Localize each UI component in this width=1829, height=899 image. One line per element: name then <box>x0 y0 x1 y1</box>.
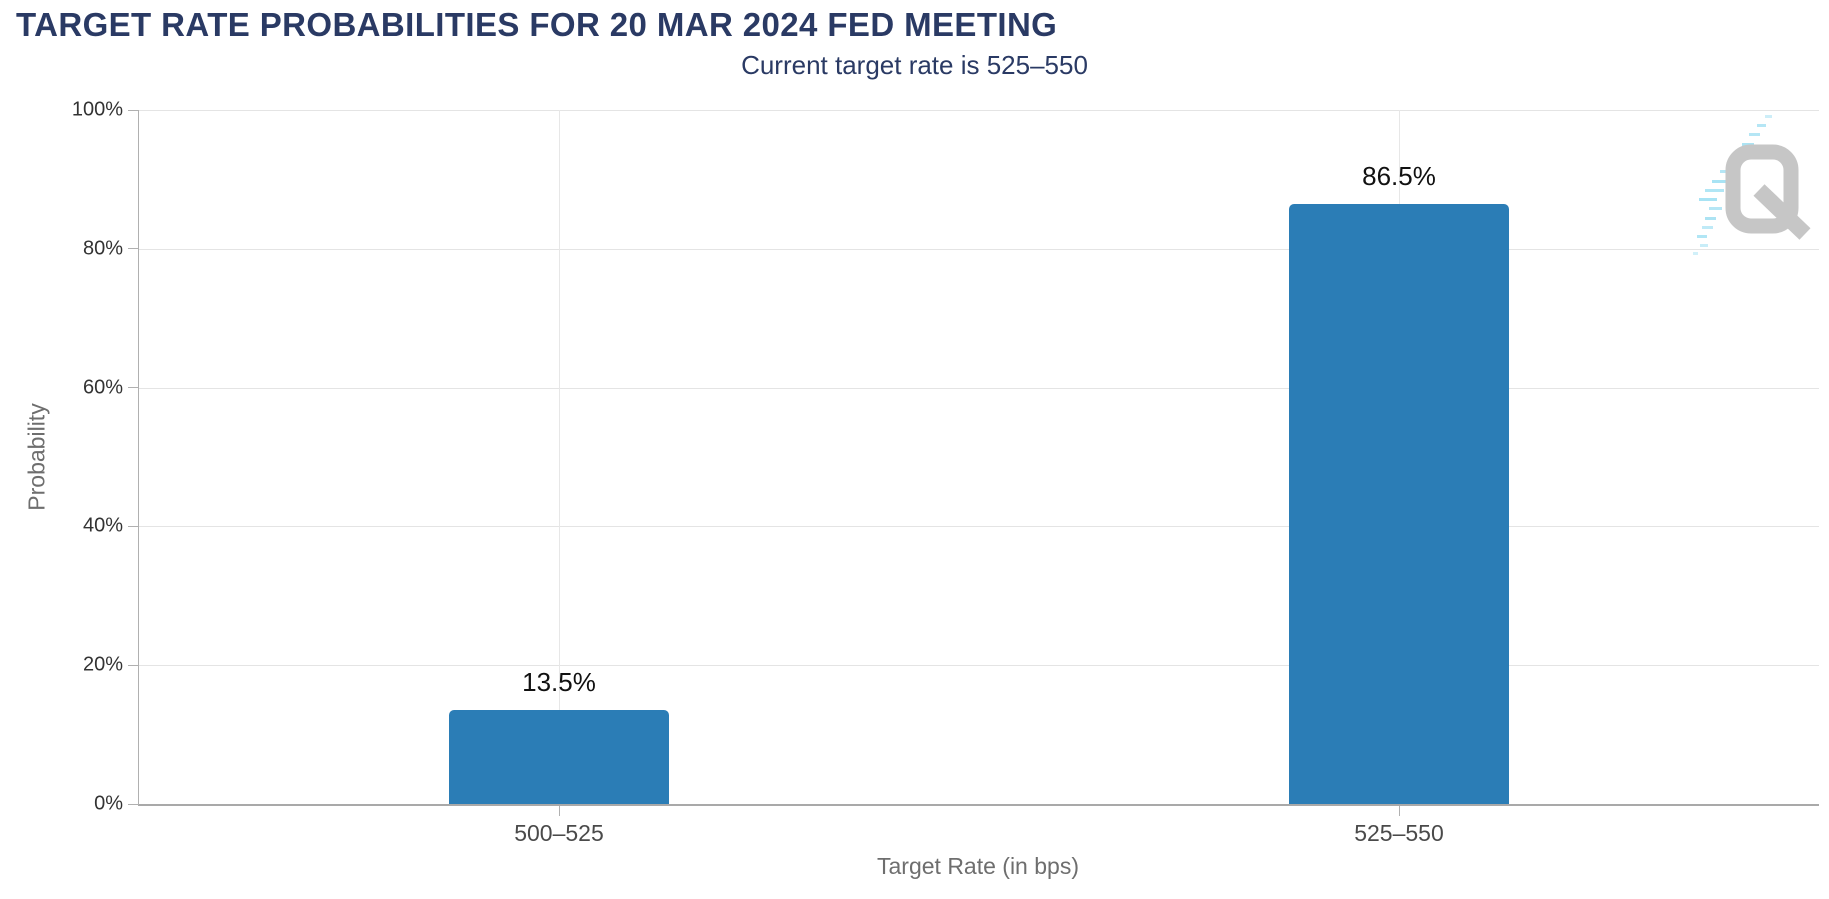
y-axis-tick <box>128 664 139 666</box>
x-axis-tick <box>559 806 560 816</box>
y-tick-label: 60% <box>82 376 123 399</box>
x-axis-title: Target Rate (in bps) <box>877 853 1079 879</box>
y-axis-tick <box>128 803 139 805</box>
x-tick-label: 525–550 <box>1354 820 1444 846</box>
y-tick-label: 0% <box>94 792 123 815</box>
bar-500–525[interactable] <box>449 710 669 804</box>
y-tick-label: 40% <box>82 514 123 537</box>
y-axis-tick <box>128 525 139 527</box>
bar-value-label: 86.5% <box>1362 160 1436 191</box>
y-tick-label: 20% <box>82 653 123 676</box>
bar-525–550[interactable] <box>1289 203 1509 804</box>
h-gridline <box>139 110 1819 111</box>
h-gridline <box>139 248 1819 250</box>
bar-value-label: 13.5% <box>522 667 596 698</box>
x-tick-label: 500–525 <box>514 820 604 846</box>
q-logo-watermark-icon <box>1693 115 1811 255</box>
y-axis-title: Probability <box>23 403 50 511</box>
x-axis-tick <box>1399 806 1400 816</box>
y-axis-tick <box>128 387 139 389</box>
q-logo-letter <box>1725 144 1811 240</box>
y-tick-label: 100% <box>71 98 123 121</box>
h-gridline <box>139 526 1819 528</box>
y-tick-label: 80% <box>82 237 123 260</box>
h-gridline <box>139 387 1819 389</box>
v-gridline <box>559 110 560 804</box>
h-gridline <box>139 665 1819 667</box>
y-axis-tick <box>128 248 139 250</box>
plot-area: 0% 20% 40% 60% 80% 100% 13.5% 500–525 86.5% 525–5… <box>72 99 1819 846</box>
chart-subtitle: Current target rate is 525–550 <box>741 50 1088 80</box>
chart-title: TARGET RATE PROBABILITIES FOR 20 MAR 202… <box>16 6 1058 43</box>
y-axis-tick <box>128 109 139 111</box>
